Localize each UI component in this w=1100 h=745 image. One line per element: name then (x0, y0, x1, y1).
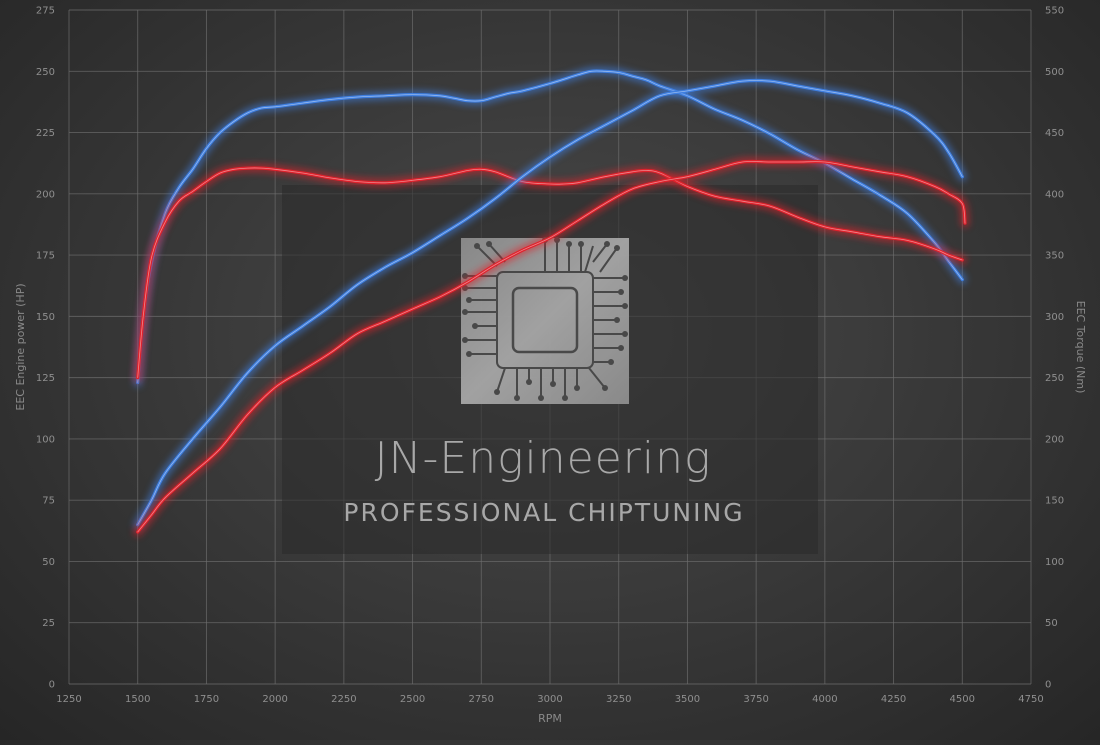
series-torque-stock (133, 163, 967, 383)
y-right-tick-label: 500 (1045, 67, 1064, 78)
x-tick-label: 4250 (881, 694, 906, 705)
series-torque-tuned-line (136, 69, 964, 385)
series-torque-stock-line (136, 166, 964, 380)
x-tick-label: 4000 (812, 694, 837, 705)
y-right-tick-label: 200 (1045, 434, 1064, 445)
y-left-tick-label: 225 (36, 128, 55, 139)
x-tick-label: 2500 (400, 694, 425, 705)
y-left-tick-label: 250 (36, 67, 55, 78)
x-tick-label: 2750 (469, 694, 494, 705)
series-torque-stock-highlight (137, 167, 963, 378)
watermark-title: JN-Engineering (375, 433, 712, 484)
x-tick-label: 1500 (125, 694, 150, 705)
series-power-stock (133, 156, 970, 537)
x-tick-label: 2000 (262, 694, 287, 705)
y-right-tick-label: 400 (1045, 189, 1064, 200)
watermark-subtitle: PROFESSIONAL CHIPTUNING (343, 498, 744, 527)
series-power-tuned (133, 76, 967, 530)
y-left-tick-label: 125 (36, 373, 55, 384)
x-tick-label: 1250 (56, 694, 81, 705)
series-lines (133, 66, 970, 537)
x-tick-label: 4500 (950, 694, 975, 705)
series-torque-tuned (133, 66, 967, 387)
y-right-tick-label: 150 (1045, 496, 1064, 507)
x-tick-label: 3750 (743, 694, 768, 705)
y-left-tick-label: 100 (36, 434, 55, 445)
y-left-tick-label: 50 (42, 557, 55, 568)
x-tick-label: 1750 (194, 694, 219, 705)
y-right-tick-label: 300 (1045, 312, 1064, 323)
x-tick-label: 3500 (675, 694, 700, 705)
y-right-tick-label: 250 (1045, 373, 1064, 384)
y-right-tick-label: 550 (1045, 6, 1064, 17)
axis-ticks: 1250 1500 1750 2000 2250 2500 2750 3000 3250 3500… (36, 6, 1064, 706)
x-tick-label: 3250 (606, 694, 631, 705)
x-axis-title: RPM (538, 712, 562, 725)
y-left-tick-label: 25 (42, 618, 55, 629)
y-left-axis-title: EEC Engine power (HP) (14, 283, 27, 410)
y-left-tick-label: 175 (36, 251, 55, 262)
x-tick-label: 4750 (1018, 694, 1043, 705)
y-left-tick-label: 0 (49, 680, 55, 691)
y-right-tick-label: 450 (1045, 128, 1064, 139)
x-tick-label: 2250 (331, 694, 356, 705)
y-right-tick-label: 50 (1045, 618, 1058, 629)
series-power-tuned-line (136, 78, 964, 527)
y-left-tick-label: 150 (36, 312, 55, 323)
y-right-tick-label: 350 (1045, 251, 1064, 262)
grid-lines (68, 9, 1032, 685)
y-right-tick-label: 100 (1045, 557, 1064, 568)
y-left-tick-label: 75 (42, 496, 55, 507)
series-power-tuned-highlight (137, 80, 963, 526)
series-torque-tuned-highlight (137, 70, 963, 383)
y-right-axis-title: EEC Torque (Nm) (1074, 301, 1087, 394)
series-power-stock-highlight (137, 161, 966, 533)
y-left-tick-label: 200 (36, 189, 55, 200)
series-power-stock-line (136, 159, 967, 534)
chip-logo (461, 237, 629, 404)
y-right-tick-label: 0 (1045, 680, 1051, 691)
x-tick-label: 3000 (537, 694, 562, 705)
y-left-tick-label: 275 (36, 6, 55, 17)
